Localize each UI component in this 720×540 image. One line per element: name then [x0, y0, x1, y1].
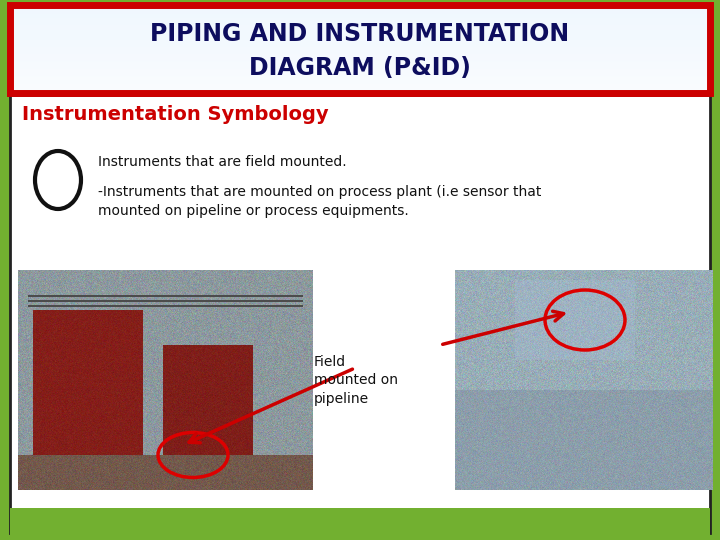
FancyBboxPatch shape [10, 95, 710, 533]
Text: Field
mounted on
pipeline: Field mounted on pipeline [314, 355, 398, 406]
Ellipse shape [35, 151, 81, 209]
Text: DIAGRAM (P&ID): DIAGRAM (P&ID) [249, 56, 471, 80]
Text: PIPING AND INSTRUMENTATION: PIPING AND INSTRUMENTATION [150, 22, 570, 46]
FancyBboxPatch shape [10, 5, 710, 93]
Text: -Instruments that are mounted on process plant (i.e sensor that
mounted on pipel: -Instruments that are mounted on process… [98, 185, 541, 219]
FancyBboxPatch shape [10, 508, 710, 536]
Text: Instrumentation Symbology: Instrumentation Symbology [22, 105, 328, 125]
Text: Instruments that are field mounted.: Instruments that are field mounted. [98, 155, 346, 169]
